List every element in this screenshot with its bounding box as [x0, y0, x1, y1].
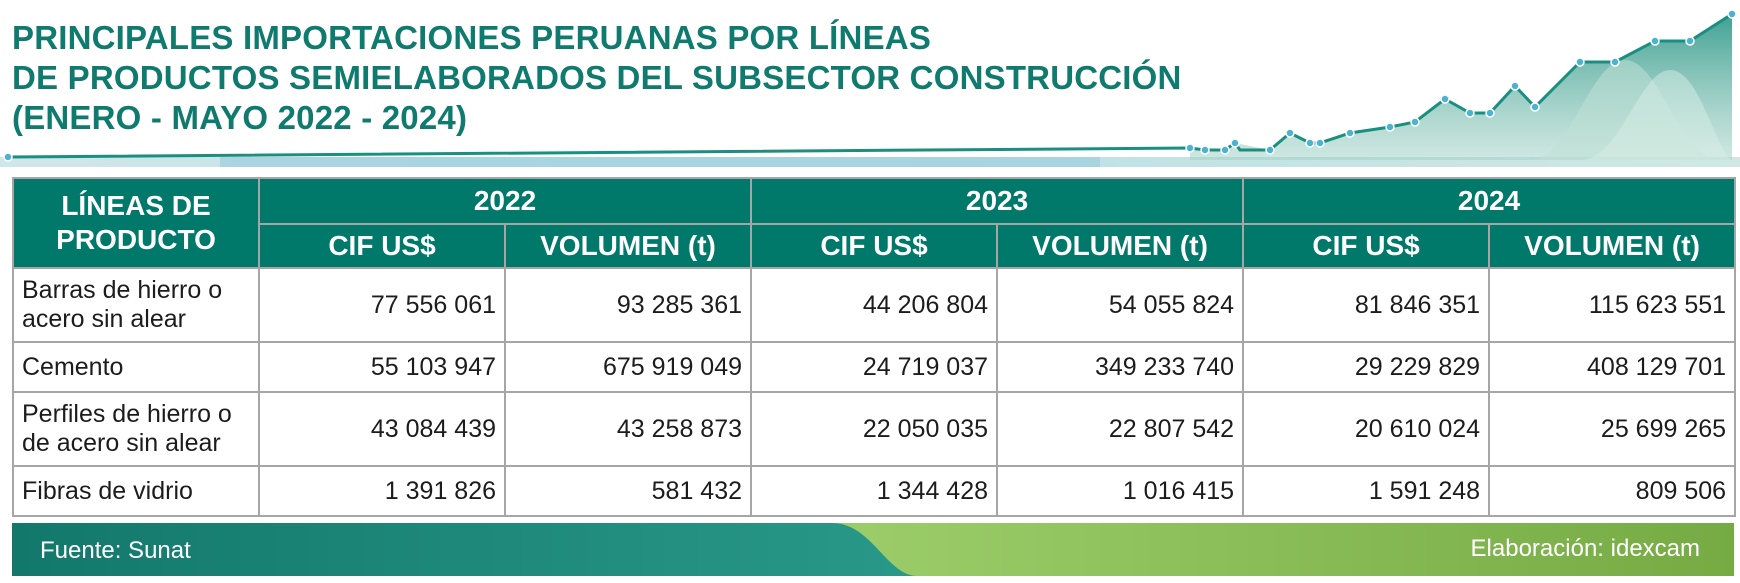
table-row: Perfiles de hierro o de acero sin alear … [12, 391, 1737, 467]
value-cell: 24 719 037 [750, 341, 999, 393]
value-cell: 77 556 061 [258, 267, 506, 343]
imports-table-container: LÍNEAS DE PRODUCTO 2022 2023 2024 CIF US… [12, 177, 1737, 517]
table-row: Barras de hierro o acero sin alear 77 55… [12, 267, 1737, 343]
decorative-band-accent [220, 157, 1100, 167]
title-line-1: PRINCIPALES IMPORTACIONES PERUANAS POR L… [12, 19, 932, 56]
title-line-2: DE PRODUCTOS SEMIELABORADOS DEL SUBSECTO… [12, 59, 1182, 96]
value-cell: 1 591 248 [1242, 465, 1491, 517]
table-row: Fibras de vidrio 1 391 826 581 432 1 344… [12, 465, 1737, 517]
product-name-cell: Cemento [12, 341, 260, 393]
subheader-cif-2024: CIF US$ [1242, 223, 1491, 269]
value-cell: 1 391 826 [258, 465, 506, 517]
value-cell: 408 129 701 [1488, 341, 1737, 393]
value-cell: 1 344 428 [750, 465, 999, 517]
page-title: PRINCIPALES IMPORTACIONES PERUANAS POR L… [12, 18, 1192, 138]
value-cell: 20 610 024 [1242, 391, 1491, 467]
imports-table: LÍNEAS DE PRODUCTO 2022 2023 2024 CIF US… [12, 177, 1737, 517]
product-name-cell: Perfiles de hierro o de acero sin alear [12, 391, 260, 467]
product-name-cell: Barras de hierro o acero sin alear [12, 267, 260, 343]
product-line-header-line2: PRODUCTO [56, 224, 216, 255]
table-row: Cemento 55 103 947 675 919 049 24 719 03… [12, 341, 1737, 393]
value-cell: 349 233 740 [996, 341, 1245, 393]
value-cell: 581 432 [503, 465, 753, 517]
subheader-cif-2022: CIF US$ [258, 223, 506, 269]
year-header-2024: 2024 [1242, 177, 1737, 225]
source-label: Fuente: Sunat [40, 537, 191, 564]
decorative-trend-markers [3, 9, 1737, 162]
value-cell: 1 016 415 [996, 465, 1245, 517]
value-cell: 81 846 351 [1242, 267, 1491, 343]
value-cell: 25 699 265 [1488, 391, 1737, 467]
value-cell: 22 807 542 [996, 391, 1245, 467]
value-cell: 43 258 873 [503, 391, 753, 467]
year-header-2022: 2022 [257, 177, 753, 225]
value-cell: 22 050 035 [750, 391, 999, 467]
value-cell: 54 055 824 [996, 267, 1245, 343]
value-cell: 29 229 829 [1242, 341, 1491, 393]
title-line-3: (ENERO - MAYO 2022 - 2024) [12, 99, 468, 136]
decorative-wave-2 [1580, 70, 1732, 160]
product-line-header-line1: LÍNEAS DE [61, 190, 211, 221]
credit-label: Elaboración: idexcam [1470, 535, 1700, 562]
subheader-volume-2022: VOLUMEN (t) [503, 223, 753, 269]
subheader-cif-2023: CIF US$ [750, 223, 999, 269]
product-name-cell: Fibras de vidrio [12, 465, 260, 517]
footer-bar: Fuente: Sunat Elaboración: idexcam [12, 523, 1734, 576]
value-cell: 115 623 551 [1488, 267, 1737, 343]
decorative-trend-graphic [0, 9, 1740, 167]
value-cell: 93 285 361 [503, 267, 753, 343]
subheader-volume-2024: VOLUMEN (t) [1488, 223, 1737, 269]
year-header-2023: 2023 [750, 177, 1245, 225]
value-cell: 43 084 439 [258, 391, 506, 467]
value-cell: 809 506 [1488, 465, 1737, 517]
product-line-header: LÍNEAS DE PRODUCTO [12, 177, 260, 269]
subheader-volume-2023: VOLUMEN (t) [996, 223, 1245, 269]
footer-background [12, 523, 1734, 576]
value-cell: 675 919 049 [503, 341, 753, 393]
value-cell: 55 103 947 [258, 341, 506, 393]
value-cell: 44 206 804 [750, 267, 999, 343]
